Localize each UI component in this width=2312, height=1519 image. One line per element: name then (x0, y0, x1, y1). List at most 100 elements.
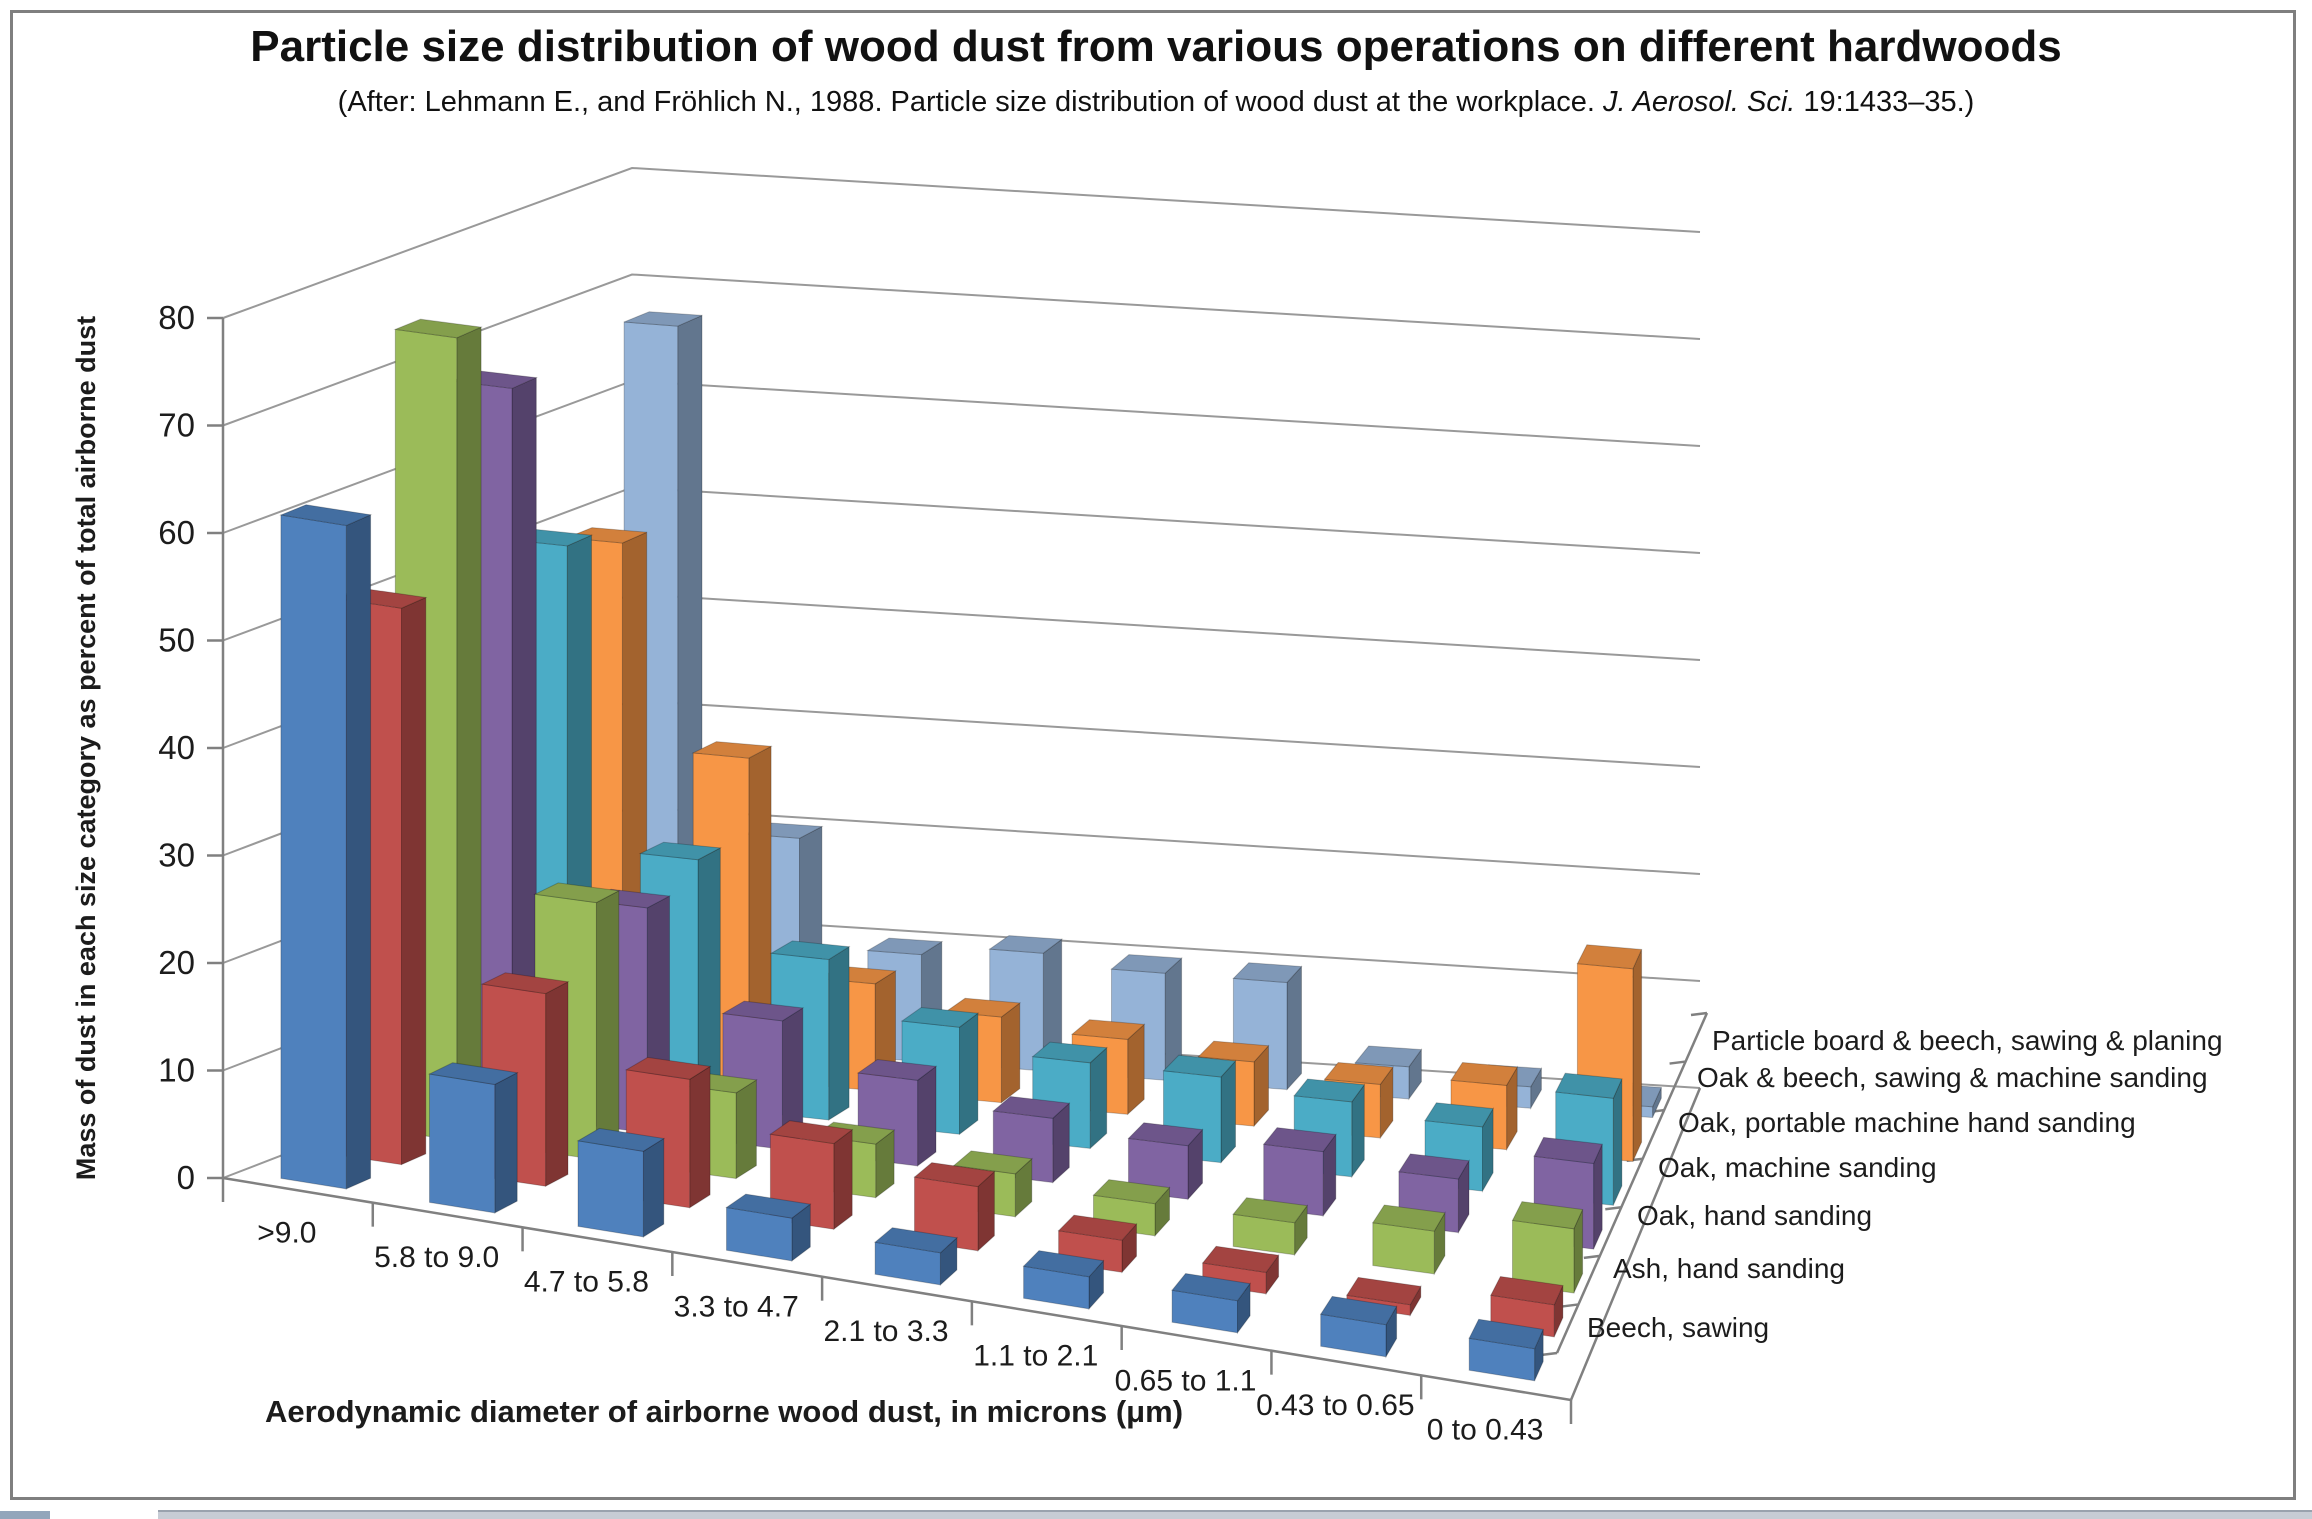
bar-beech-sawing-3.3_4.7 (725, 1193, 812, 1262)
bar-side-face (545, 980, 569, 1188)
bar-top-face (1319, 1295, 1398, 1326)
y-tick-label: 60 (158, 514, 195, 551)
bar-top-face (1371, 1204, 1446, 1232)
x-axis-title: Aerodynamic diameter of airborne wood du… (265, 1394, 1183, 1429)
bar-top-face (873, 1227, 959, 1254)
bar-top-face (691, 741, 773, 759)
bar-side-face (1286, 965, 1302, 1091)
bar-top-face (725, 1193, 812, 1219)
y-tick-label: 0 (177, 1159, 195, 1196)
subtitle-text: (After: Lehmann E., and Fröhlich N., 198… (337, 86, 1604, 118)
bar-oak-machine-sanding-0.65_1.1 (1262, 1127, 1337, 1218)
bar-side-face (642, 1137, 665, 1238)
bar-top-face (1533, 1136, 1603, 1165)
bar-ash-hand-sanding-3.3_4.7 (769, 1120, 854, 1231)
x-category-label: 4.7 to 5.8 (524, 1266, 649, 1299)
bar-side-face (959, 1012, 979, 1136)
bar-top-face (856, 1058, 938, 1081)
bar-front-face (1372, 1222, 1435, 1275)
series-tick (1605, 1206, 1622, 1211)
series-label: Ash, hand sanding (1613, 1253, 1845, 1284)
bar-beech-sawing-5.8_9.0 (427, 1062, 519, 1214)
bar-top-face (1171, 1272, 1251, 1302)
bar-top-face (1057, 1214, 1138, 1241)
series-floor-edge (1569, 1087, 1702, 1401)
bar-oak-machine-sanding-1.1_2.1 (1127, 1122, 1204, 1201)
bar-top-face (623, 311, 703, 327)
bar-top-face (1450, 1061, 1519, 1086)
bar-top-face (1354, 1045, 1423, 1068)
x-category-label: 1.1 to 2.1 (973, 1340, 1098, 1373)
bar-top-face (721, 1000, 805, 1022)
bar-side-face (689, 1065, 711, 1209)
bar-top-face (1022, 1250, 1105, 1278)
bar-side-face (595, 889, 620, 1161)
axes (207, 316, 1709, 1424)
bar-top-face (1197, 1040, 1270, 1063)
bar-top-face (1201, 1245, 1280, 1273)
bar-top-face (427, 1062, 519, 1086)
y-axis-title: Mass of dust in each size category as pe… (71, 316, 101, 1180)
subtitle-citation-italic: J. Aerosol. Sci. (1603, 86, 1796, 118)
subtitle-pages: 19:1433–35.) (1795, 86, 1975, 118)
bar-top-face (1262, 1127, 1337, 1153)
bar-top-face (576, 1127, 666, 1152)
series-tick (1562, 1303, 1579, 1308)
bar-side-face (828, 945, 850, 1121)
bar-beech-sawing-1.1_2.1 (1022, 1250, 1105, 1311)
bar-top-face (533, 882, 621, 904)
bar-side-face (456, 326, 482, 1142)
y-axis-tick-labels: 0 10 20 30 40 50 60 70 80 (158, 299, 195, 1196)
bar-side-face (735, 1079, 757, 1180)
series-label: Oak & beech, sawing & machine sanding (1697, 1062, 2208, 1093)
bar-top-face (1468, 1318, 1544, 1350)
bar-beech-sawing-0_0.43 (1468, 1318, 1544, 1382)
bar-top-face (1031, 1041, 1108, 1064)
chart-title: Particle size distribution of wood dust … (250, 22, 2062, 71)
series-tick (1540, 1351, 1558, 1357)
bar-ash-hand-sanding-2.1_3.3 (913, 1162, 996, 1252)
bar-side-face (401, 596, 427, 1166)
series-tick (1669, 1060, 1686, 1065)
series-labels: Beech, sawing Ash, hand sanding Oak, hand … (1587, 1025, 2223, 1343)
series-label: Oak, hand sanding (1637, 1200, 1872, 1231)
bar-ash-hand-sanding-1.1_2.1 (1057, 1214, 1138, 1274)
bar-beech-sawing-0.43_0.65 (1319, 1295, 1398, 1359)
bar-beech-sawing-_9.0 (279, 504, 373, 1190)
y-tick-label: 80 (158, 299, 195, 336)
y-tick-label: 10 (158, 1052, 195, 1089)
bar-top-face (1511, 1201, 1584, 1230)
bar-top-face (1576, 944, 1643, 970)
y-tick-label: 50 (158, 622, 195, 659)
bar-side-face (494, 1071, 518, 1214)
y-tick-label: 30 (158, 837, 195, 874)
x-category-label: 3.3 to 4.7 (674, 1290, 799, 1323)
bar-side-face (1127, 1023, 1145, 1116)
bar-top-face (1323, 1061, 1394, 1085)
bar-top-face (913, 1162, 996, 1188)
bar-beech-sawing-2.1_3.3 (873, 1227, 959, 1287)
bar-top-face (480, 972, 570, 995)
bar-top-face (992, 1095, 1071, 1119)
bar-top-face (1232, 962, 1303, 984)
bar-top-face (1345, 1276, 1422, 1306)
series-label: Particle board & beech, sawing & planing (1712, 1025, 2223, 1056)
bar-top-face (1232, 1197, 1309, 1224)
bar-side-face (1000, 1001, 1021, 1104)
x-category-label: 5.8 to 9.0 (374, 1241, 499, 1274)
chart-subtitle: (After: Lehmann E., and Fröhlich N., 198… (0, 86, 2312, 119)
y-tick-label: 70 (158, 407, 195, 444)
series-axis-line (1555, 1012, 1709, 1354)
bar-side-face (1632, 949, 1643, 1162)
bar-top-face (988, 935, 1064, 954)
series-tick (1583, 1254, 1601, 1260)
y-tick-label: 20 (158, 944, 195, 981)
bar-front-face (280, 514, 347, 1190)
bar-oak-beech-sawing-machine-sanding-5.8_9.0 (691, 741, 773, 1080)
bar-top-face (900, 1006, 980, 1028)
bar-top-face (1293, 1078, 1366, 1103)
gridline-70 (222, 273, 1701, 427)
